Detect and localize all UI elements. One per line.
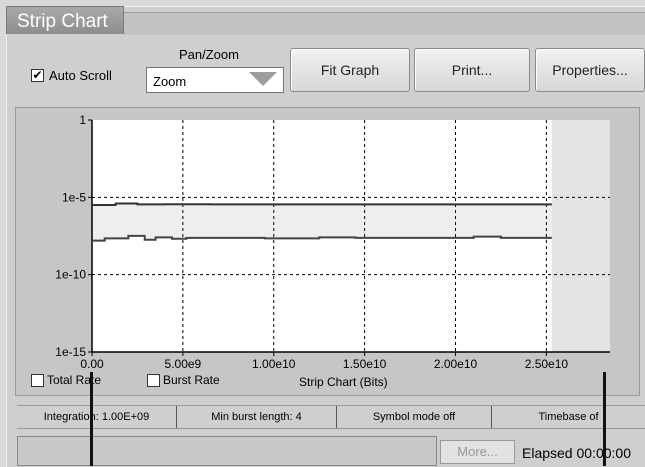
left-cursor-line[interactable] — [90, 372, 93, 466]
auto-scroll-label: Auto Scroll — [49, 68, 112, 83]
pan-zoom-value: Zoom — [153, 74, 187, 89]
fit-graph-button[interactable]: Fit Graph — [290, 48, 410, 92]
symbol-mode-status: Symbol mode off — [337, 406, 492, 428]
more-button[interactable]: More... — [440, 440, 515, 464]
timebase-status: Timebase of — [538, 411, 599, 423]
properties-button[interactable]: Properties... — [535, 48, 645, 92]
y-tick-label: 1e-5 — [62, 190, 86, 204]
elapsed-time: Elapsed 00:00:00 — [522, 445, 631, 461]
message-field — [17, 436, 437, 466]
right-cursor-line[interactable] — [603, 372, 606, 466]
series-line-1 — [92, 202, 552, 206]
x-tick-label: 5.00e9 — [165, 357, 202, 371]
x-tick-label: 0.00 — [80, 357, 104, 371]
title-bar-strip — [124, 12, 645, 35]
plot-tail-shade — [551, 120, 610, 352]
integration-status: Integration: 1.00E+09 — [17, 406, 177, 428]
burst-rate-checkbox[interactable] — [147, 374, 160, 387]
chart-frame: 1 1e-5 1e-10 1e-15 0.00 5.00e9 1.00e10 1.50e10 2… — [15, 107, 640, 396]
min-burst-status: Min burst length: 4 — [177, 406, 337, 428]
x-tick-label: 1.50e10 — [343, 357, 387, 371]
series-band-fill — [92, 203, 552, 241]
print-button[interactable]: Print... — [414, 48, 530, 92]
x-tick-label: 2.50e10 — [525, 357, 569, 371]
y-tick-label: 1e-10 — [55, 268, 86, 282]
total-rate-label: Total Rate — [47, 373, 102, 387]
strip-chart-plot[interactable]: 1 1e-5 1e-10 1e-150.00 5.00e9 1.00e10 1.50e10 2… — [16, 108, 641, 397]
y-tick-label: 1e-15 — [55, 345, 86, 359]
burst-rate-label: Burst Rate — [163, 373, 220, 387]
x-tick-label: 2.00e10 — [434, 357, 478, 371]
window-title: Strip Chart — [17, 11, 108, 32]
total-rate-checkbox[interactable] — [31, 374, 44, 387]
auto-scroll-checkbox[interactable]: ✔ — [31, 68, 44, 82]
series-line-2 — [92, 234, 552, 242]
chevron-down-icon — [249, 72, 277, 86]
y-tick-label: 1 — [79, 113, 86, 127]
x-tick-label: 1.00e10 — [252, 357, 296, 371]
status-bar: Integration: 1.00E+09 Min burst length: … — [17, 405, 645, 429]
pan-zoom-select[interactable]: Zoom — [146, 67, 284, 93]
x-axis-title: Strip Chart (Bits) — [299, 375, 388, 389]
window-title-tab: Strip Chart — [6, 6, 124, 34]
pan-zoom-label: Pan/Zoom — [179, 47, 239, 62]
